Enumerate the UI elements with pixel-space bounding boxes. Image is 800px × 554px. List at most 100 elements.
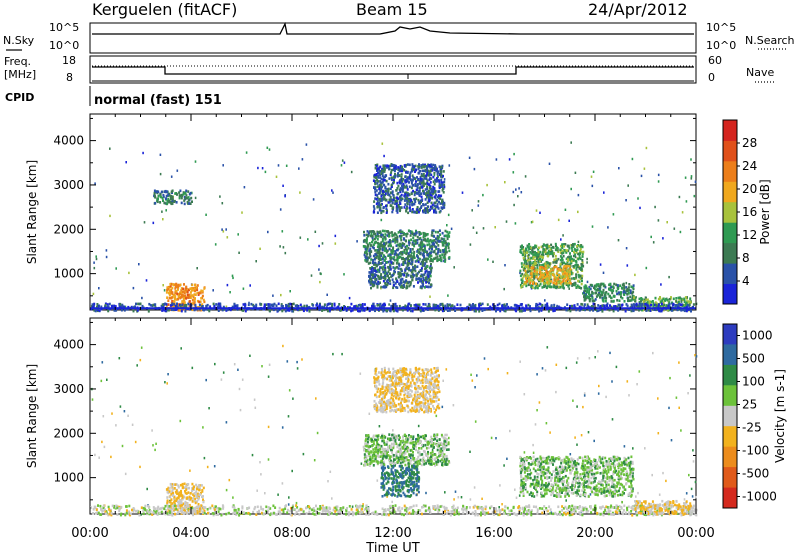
data-cell bbox=[414, 170, 416, 173]
data-cell bbox=[357, 304, 360, 307]
scatter-cell bbox=[222, 371, 225, 374]
data-cell bbox=[180, 289, 183, 292]
data-cell bbox=[569, 258, 572, 261]
data-cell bbox=[426, 179, 429, 182]
scatter-cell bbox=[687, 392, 689, 395]
data-cell bbox=[526, 265, 528, 269]
data-cell bbox=[308, 310, 311, 313]
data-cell bbox=[172, 308, 175, 311]
scatter-cell bbox=[143, 221, 146, 224]
scatter-cell bbox=[101, 361, 104, 364]
data-cell bbox=[437, 230, 440, 234]
data-cell bbox=[446, 303, 449, 306]
data-cell bbox=[680, 300, 683, 303]
data-cell bbox=[425, 196, 428, 199]
scatter-cell bbox=[260, 473, 262, 476]
data-cell bbox=[91, 303, 94, 306]
data-cell bbox=[595, 308, 598, 311]
data-cell bbox=[426, 407, 429, 411]
scatter-cell bbox=[637, 197, 639, 200]
data-cell bbox=[519, 274, 522, 278]
data-cell bbox=[527, 303, 530, 307]
colorbar-tick-label: 8 bbox=[742, 251, 750, 265]
scatter-cell bbox=[380, 285, 382, 289]
data-cell bbox=[429, 193, 432, 197]
data-cell bbox=[377, 192, 380, 195]
data-cell bbox=[382, 245, 385, 248]
scatter-cell bbox=[191, 366, 194, 370]
scatter-cell bbox=[683, 498, 686, 501]
data-cell bbox=[393, 179, 395, 182]
data-cell bbox=[371, 273, 374, 277]
data-cell bbox=[411, 165, 414, 169]
scatter-cell bbox=[208, 407, 210, 410]
data-cell bbox=[406, 272, 409, 275]
data-cell bbox=[682, 304, 685, 307]
data-cell bbox=[411, 163, 414, 166]
data-cell bbox=[566, 268, 569, 272]
scatter-cell bbox=[574, 171, 577, 174]
data-cell bbox=[541, 303, 544, 307]
data-cell bbox=[378, 268, 381, 272]
data-cell bbox=[402, 182, 405, 186]
data-cell bbox=[575, 286, 578, 289]
data-cell bbox=[631, 294, 634, 298]
data-cell bbox=[363, 253, 366, 257]
data-cell bbox=[367, 244, 370, 247]
data-cell bbox=[371, 308, 374, 311]
data-cell bbox=[558, 274, 560, 277]
scatter-cell bbox=[441, 405, 444, 409]
data-cell bbox=[198, 303, 201, 307]
scatter-cell bbox=[447, 213, 450, 217]
data-cell bbox=[387, 192, 390, 196]
data-cell bbox=[630, 285, 633, 289]
data-cell bbox=[368, 275, 371, 278]
data-cell bbox=[385, 179, 388, 183]
scatter-cell bbox=[238, 251, 240, 254]
scatter-cell bbox=[132, 286, 135, 290]
data-cell bbox=[570, 271, 573, 274]
scatter-cell bbox=[583, 392, 586, 395]
data-cell bbox=[194, 289, 197, 293]
scatter-cell bbox=[381, 142, 384, 145]
data-cell bbox=[571, 249, 574, 252]
data-cell bbox=[193, 288, 196, 291]
data-cell bbox=[392, 181, 395, 184]
data-cell bbox=[650, 303, 652, 307]
data-cell bbox=[544, 304, 547, 308]
data-cell bbox=[363, 239, 366, 243]
data-cell bbox=[409, 309, 412, 313]
data-cell bbox=[377, 280, 380, 284]
data-cell bbox=[558, 276, 561, 279]
data-cell bbox=[441, 241, 444, 244]
data-cell bbox=[443, 180, 446, 184]
scatter-cell bbox=[267, 458, 270, 461]
data-cell bbox=[405, 275, 408, 278]
scatter-cell bbox=[343, 161, 346, 164]
data-cell bbox=[430, 194, 433, 197]
data-cell bbox=[610, 305, 613, 309]
data-cell bbox=[397, 184, 400, 188]
data-cell bbox=[434, 308, 437, 312]
data-cell bbox=[354, 305, 357, 308]
data-cell bbox=[569, 304, 571, 308]
data-cell bbox=[444, 248, 447, 252]
data-cell bbox=[642, 308, 644, 312]
scatter-cell bbox=[586, 261, 588, 264]
scatter-cell bbox=[106, 378, 108, 381]
colorbar-segment bbox=[723, 222, 737, 244]
data-cell bbox=[188, 300, 191, 303]
scatter-cell bbox=[214, 243, 217, 246]
data-cell bbox=[448, 231, 451, 234]
data-cell bbox=[420, 269, 423, 272]
data-cell bbox=[415, 211, 418, 214]
data-cell bbox=[442, 304, 445, 308]
scatter-cell bbox=[612, 213, 615, 216]
data-cell bbox=[370, 250, 373, 253]
data-cell bbox=[428, 200, 431, 203]
data-cell bbox=[191, 287, 194, 290]
scatter-cell bbox=[627, 184, 629, 187]
scatter-cell bbox=[189, 469, 191, 472]
data-cell bbox=[187, 196, 190, 199]
data-cell bbox=[403, 251, 406, 254]
